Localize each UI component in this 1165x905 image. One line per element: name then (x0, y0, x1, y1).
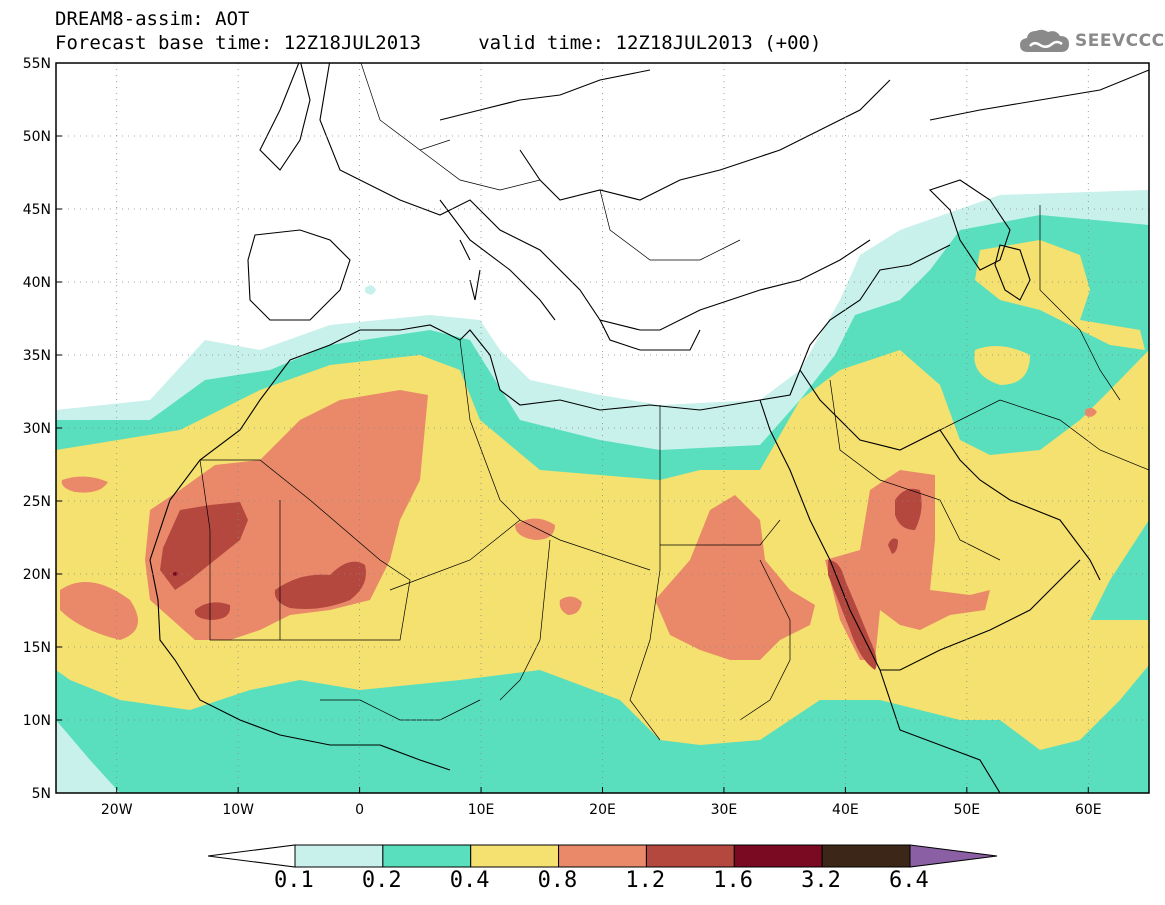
aot-band-0.8-east (1085, 407, 1097, 417)
colorbar-box (821, 844, 911, 868)
aot-band-0.4-iran (974, 346, 1030, 385)
lat-label: 5N (32, 786, 51, 802)
colorbar-box (470, 844, 560, 868)
colorbar-label: 0.4 (449, 868, 490, 893)
aot-band-1.2-d (895, 488, 922, 530)
colorbar-under-triangle (207, 844, 296, 868)
aot-contours (56, 190, 1149, 793)
aot-band-0.8-canary (61, 476, 108, 493)
colorbar-label: 1.2 (625, 868, 666, 893)
colorbar-label: 6.4 (889, 868, 929, 893)
colorbar-over-triangle (909, 844, 998, 868)
aot-band-0.8-niger (515, 518, 555, 540)
lat-label: 20N (23, 567, 51, 583)
colorbar-box (645, 844, 735, 868)
aot-band-0.1-blob (365, 285, 376, 295)
lon-label: 0 (355, 802, 364, 818)
lat-axis-labels: 55N 50N 45N 40N 35N 30N 25N 20N 15N 10N 5N (23, 56, 62, 802)
lat-label: 50N (23, 129, 51, 145)
chart-title: DREAM8-assim: AOT (55, 8, 250, 30)
seevccc-logo: SEEVCCC (1018, 26, 1165, 56)
aot-band-1.6-dot (173, 571, 178, 576)
lat-label: 45N (23, 202, 51, 218)
colorbar-label: 1.6 (713, 868, 754, 893)
lon-label: 20E (589, 802, 616, 818)
colorbar-label: 3.2 (801, 868, 841, 893)
lon-label: 10E (468, 802, 495, 818)
aot-colorbar (207, 844, 998, 868)
aot-band-1.2-e (888, 538, 898, 554)
coastlines (149, 63, 1149, 793)
lat-label: 15N (23, 640, 51, 656)
lon-label: 30E (711, 802, 738, 818)
lon-label: 50E (953, 802, 980, 818)
lon-axis-labels: 20W 10W 0 10E 20E 30E 40E 50E 60E (101, 787, 1102, 818)
aot-band-1.2-a (160, 502, 248, 590)
colorbar-label: 0.8 (537, 868, 578, 893)
lat-label: 10N (23, 713, 51, 729)
colorbar-box (733, 844, 823, 868)
aot-band-0.8-chad (559, 596, 582, 615)
aot-band-1.2-b (194, 602, 231, 620)
aot-band-0.4-caspian (975, 240, 1145, 350)
lon-label: 20W (101, 802, 133, 818)
logo-text: SEEVCCC (1075, 31, 1165, 51)
lat-label: 25N (23, 494, 51, 510)
aot-band-0.8-arabia (825, 470, 990, 660)
colorbar-label: 0.2 (361, 868, 402, 893)
lon-label: 40E (832, 802, 859, 818)
lat-label: 35N (23, 348, 51, 364)
lon-label: 60E (1075, 802, 1102, 818)
forecast-time-subtitle: Forecast base time: 12Z18JUL2013 valid t… (55, 32, 822, 54)
lat-label: 40N (23, 275, 51, 291)
lat-label: 30N (23, 421, 51, 437)
colorbar-box (382, 844, 472, 868)
colorbar-box (294, 844, 384, 868)
aot-band-0.8-sudan (655, 495, 815, 660)
aot-band-1.2-c (274, 561, 366, 609)
country-borders (199, 63, 1149, 741)
colorbar-box (558, 844, 647, 868)
lat-label: 55N (23, 56, 51, 72)
cloud-icon (1020, 29, 1069, 52)
colorbar-label: 0.1 (274, 868, 314, 893)
aot-band-0.8-w (60, 582, 138, 640)
lon-label: 10W (222, 802, 254, 818)
